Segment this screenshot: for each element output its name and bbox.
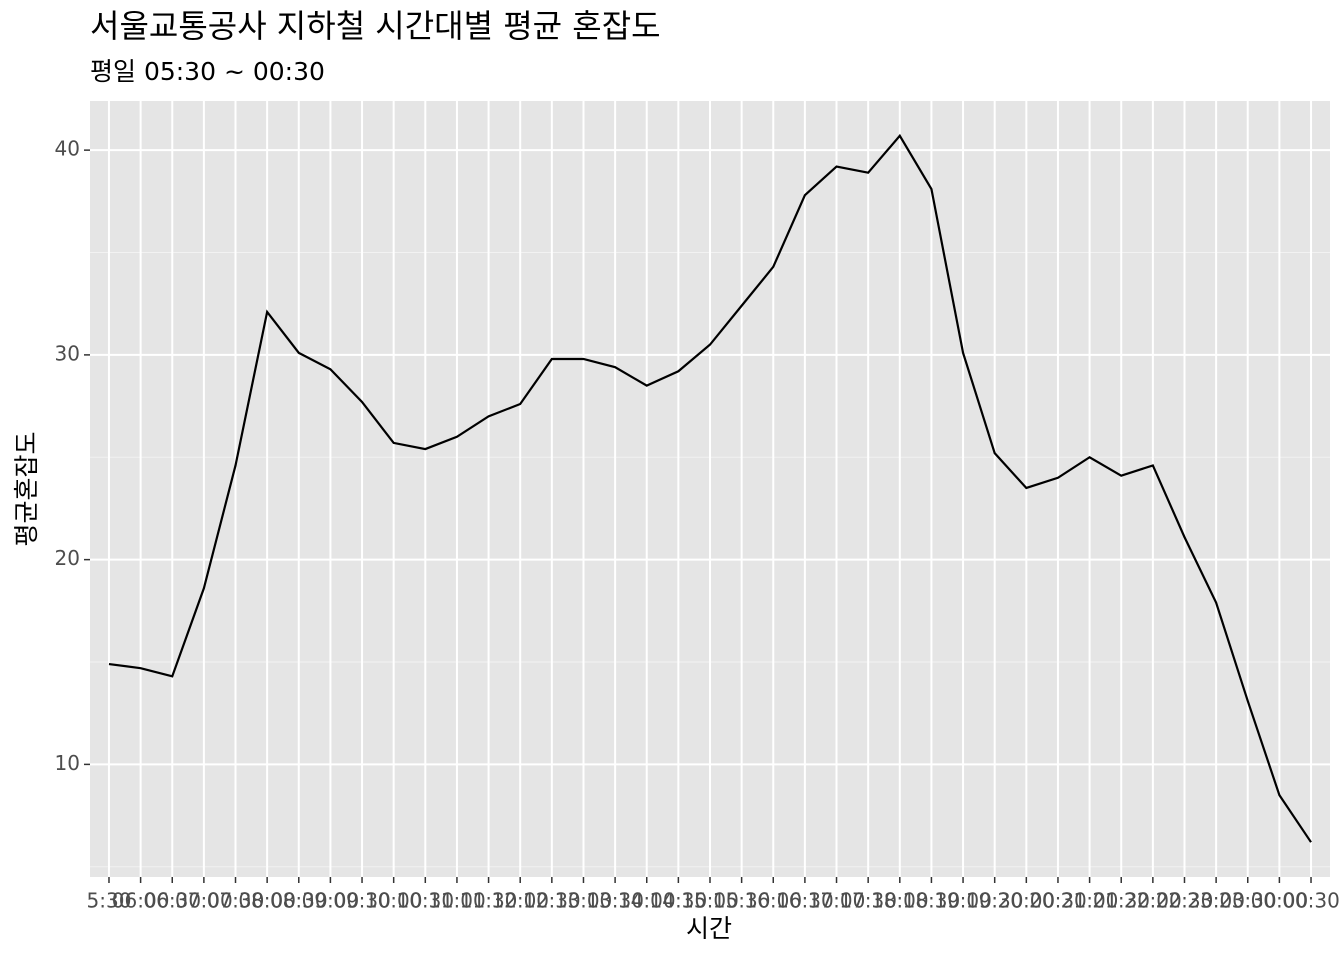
x-tick-label: 13:00 (555, 889, 613, 913)
x-tick-label: 16:30 (776, 889, 834, 913)
x-tick-label: 18:30 (903, 889, 961, 913)
y-tick-label: 10 (55, 751, 80, 775)
x-tick-label: 23:30 (1219, 889, 1277, 913)
x-tick-label: 10:30 (396, 889, 454, 913)
x-tick-label: 12:00 (491, 889, 549, 913)
x-tick-label: 00:30 (1282, 889, 1340, 913)
chart-title: 서울교통공사 지하철 시간대별 평균 혼잡도 (90, 7, 661, 45)
data-line (108, 133, 1312, 843)
x-tick-label: 08:00 (238, 889, 296, 913)
x-tick-label: 13:30 (586, 889, 644, 913)
x-tick-label: 00:00 (1251, 889, 1309, 913)
x-tick-label: 16:00 (744, 889, 802, 913)
x-tick-label: 09:30 (333, 889, 391, 913)
x-tick-label: 20:30 (1029, 889, 1087, 913)
x-tick-label: 12:30 (523, 889, 581, 913)
x-tick-label: 19:30 (966, 889, 1024, 913)
x-tick-label: 14:30 (650, 889, 708, 913)
y-tick-label: 20 (55, 546, 80, 570)
x-tick-label: 10:00 (365, 889, 423, 913)
y-axis-label: 평균혼잡도 (12, 431, 41, 546)
x-tick-label: 21:30 (1092, 889, 1150, 913)
x-tick-label: 21:00 (1061, 889, 1119, 913)
x-tick-label: 11:00 (428, 889, 486, 913)
x-tick-label: 17:00 (808, 889, 866, 913)
x-tick-label: 18:00 (871, 889, 929, 913)
x-tick-label: 17:30 (839, 889, 897, 913)
x-tick-label: 15:00 (681, 889, 739, 913)
x-tick-label: 19:00 (934, 889, 992, 913)
x-tick-label: 06:00 (112, 889, 170, 913)
chart-subtitle: 평일 05:30 ~ 00:30 (90, 57, 325, 86)
x-tick-label: 23:00 (1187, 889, 1245, 913)
y-tick-label: 30 (55, 341, 80, 365)
x-tick-label: 08:30 (270, 889, 328, 913)
x-tick-label: 09:00 (302, 889, 360, 913)
x-tick-label: 07:00 (175, 889, 233, 913)
x-tick-label: 15:30 (713, 889, 771, 913)
x-tick-label: 14:00 (618, 889, 676, 913)
x-axis-label: 시간 (686, 914, 732, 943)
x-tick-label: 07:30 (207, 889, 265, 913)
x-tick-label: 22:00 (1124, 889, 1182, 913)
x-tick-label: 20:00 (998, 889, 1056, 913)
x-tick-label: 22:30 (1156, 889, 1214, 913)
x-tick-label: 06:30 (143, 889, 201, 913)
y-tick-label: 40 (55, 137, 80, 161)
x-tick-label: 5:30 (87, 889, 132, 913)
x-tick-label: 11:30 (460, 889, 518, 913)
